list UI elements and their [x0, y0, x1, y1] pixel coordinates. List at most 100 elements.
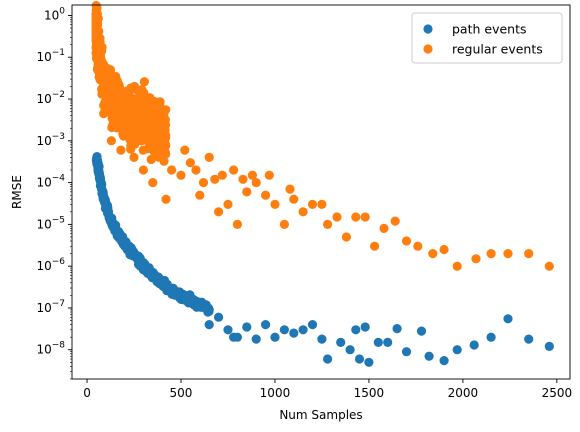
data-point — [261, 320, 271, 330]
data-point — [379, 223, 389, 233]
data-point — [139, 97, 149, 107]
data-point — [105, 81, 115, 91]
data-point — [176, 170, 186, 180]
data-point — [383, 337, 393, 347]
x-axis: 0 500 1000 1500 2000 2500 — [83, 379, 572, 400]
data-point — [439, 356, 449, 366]
data-point — [232, 219, 242, 229]
data-point — [161, 120, 171, 130]
data-point — [144, 123, 154, 133]
data-point — [217, 170, 227, 180]
x-axis-label: Num Samples — [279, 408, 362, 422]
data-point — [148, 178, 158, 188]
data-point — [223, 199, 233, 209]
data-point — [95, 71, 105, 81]
data-point — [138, 165, 148, 175]
data-point — [204, 152, 214, 162]
data-point — [332, 212, 342, 222]
data-point — [214, 207, 224, 217]
data-point — [261, 190, 271, 200]
data-point — [200, 303, 211, 314]
data-point — [351, 325, 361, 335]
data-point — [119, 126, 129, 136]
data-point — [95, 54, 106, 64]
data-point — [133, 255, 143, 265]
x-tick-label: 500 — [170, 386, 193, 400]
x-tick-label: 0 — [83, 386, 91, 400]
x-tick-label: 2000 — [448, 386, 479, 400]
data-point — [469, 340, 479, 350]
y-tick-label: 10−3 — [36, 132, 65, 148]
data-point — [174, 289, 184, 299]
y-tick-label: 10−8 — [36, 341, 65, 357]
data-point — [195, 190, 205, 200]
data-point — [351, 212, 361, 222]
data-point — [122, 86, 132, 96]
data-point — [401, 236, 412, 246]
data-point — [210, 174, 220, 184]
data-point — [413, 241, 423, 251]
data-point — [544, 261, 554, 271]
data-point — [161, 194, 171, 204]
data-point — [486, 249, 496, 259]
data-point — [91, 28, 102, 38]
data-point — [360, 212, 370, 222]
data-point — [486, 332, 496, 342]
data-point — [106, 136, 116, 146]
data-point — [392, 324, 402, 334]
series-layer — [91, 1, 554, 367]
data-point — [503, 249, 513, 259]
data-point — [439, 244, 449, 255]
data-point — [401, 347, 412, 357]
data-point — [93, 41, 103, 52]
data-point — [242, 322, 252, 332]
legend-marker — [423, 24, 433, 34]
data-point — [223, 325, 233, 335]
data-point — [264, 170, 274, 180]
data-point — [354, 354, 365, 364]
data-point — [153, 108, 163, 118]
data-point — [125, 116, 135, 126]
x-tick-label: 2500 — [542, 386, 573, 400]
data-point — [156, 141, 167, 151]
data-point — [270, 199, 280, 209]
data-point — [204, 320, 214, 330]
y-tick-label: 10−4 — [36, 174, 65, 190]
data-point — [92, 158, 103, 168]
data-point — [471, 254, 481, 264]
data-point — [317, 334, 327, 344]
x-tick-label: 1000 — [260, 386, 291, 400]
data-point — [428, 249, 438, 259]
data-point — [191, 165, 201, 175]
data-point — [185, 158, 195, 168]
data-point — [390, 216, 400, 226]
y-tick-label: 100 — [44, 6, 65, 22]
data-point — [102, 63, 112, 73]
data-point — [185, 290, 195, 300]
data-point — [307, 199, 318, 209]
data-point — [364, 357, 374, 367]
data-point — [104, 105, 114, 115]
data-point — [155, 100, 165, 111]
data-point — [116, 145, 126, 155]
data-point — [251, 334, 261, 344]
data-point — [180, 145, 190, 155]
y-axis-label: RMSE — [10, 175, 24, 209]
data-point — [98, 193, 108, 203]
data-point — [298, 207, 308, 217]
data-point — [289, 328, 299, 338]
data-point — [370, 241, 380, 251]
data-point — [247, 170, 257, 180]
data-point — [121, 241, 131, 251]
data-point — [242, 187, 252, 197]
data-point — [238, 174, 248, 184]
data-point — [424, 351, 434, 361]
data-point — [163, 284, 173, 294]
data-point — [133, 120, 143, 130]
y-tick-label: 10−2 — [36, 90, 65, 106]
data-point — [137, 85, 147, 95]
legend-box — [411, 12, 563, 64]
series-regular-events — [91, 1, 554, 271]
data-point — [129, 152, 139, 162]
